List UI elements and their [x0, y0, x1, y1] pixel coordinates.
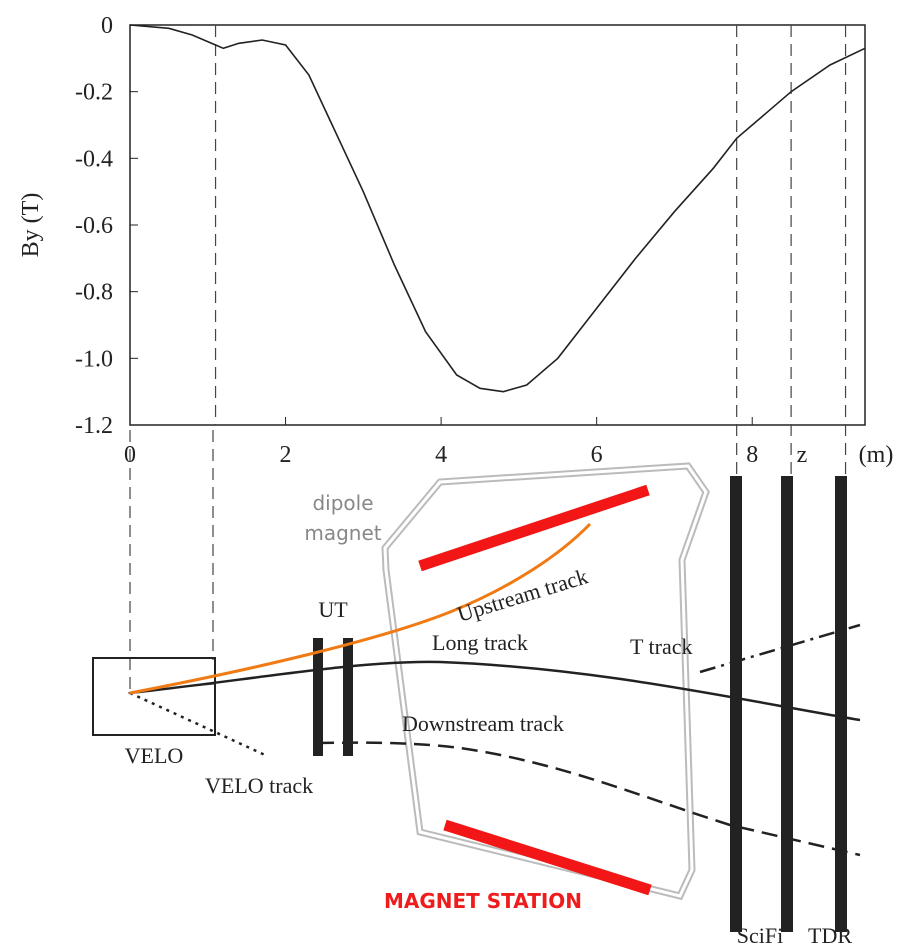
y-tick-label: -0.2 — [75, 80, 113, 106]
x-axis-unit: (m) — [859, 442, 894, 468]
diagram: dipole magnet UT Upstream track Long tra… — [92, 430, 861, 948]
field-curve — [129, 24, 866, 393]
ut-label: UT — [318, 597, 348, 622]
scifi-station — [835, 476, 847, 932]
t-track — [699, 623, 861, 674]
plot-frame — [129, 24, 866, 426]
magnet-coil — [443, 819, 652, 896]
upstream-track — [129, 522, 592, 695]
x-tick-label: 0 — [124, 442, 136, 468]
x-tick-label: 6 — [591, 442, 603, 468]
x-tick-label: 4 — [435, 442, 447, 468]
upstream-label: Upstream track — [454, 563, 590, 626]
magnet-outline-inner — [383, 464, 708, 898]
dipole-label: dipole — [312, 491, 373, 515]
velo-track — [129, 691, 266, 757]
long-label: Long track — [432, 630, 528, 655]
magnet-coil — [418, 484, 650, 572]
downstream-track — [317, 741, 861, 857]
magnet-outline — [381, 462, 710, 901]
y-tick-label: -1.2 — [75, 413, 113, 439]
y-tick-label: 0 — [101, 13, 113, 39]
velo-box — [92, 657, 216, 736]
magnet-label: magnet — [304, 521, 381, 545]
velo-track-label: VELO track — [205, 773, 313, 798]
y-tick-label: -1.0 — [75, 346, 113, 372]
x-tick-label: 8 — [746, 442, 758, 468]
magnet-station-label: MAGNET STATION — [384, 889, 582, 913]
y-axis-label: By (T) — [18, 193, 44, 258]
scifi-label: SciFi — [737, 923, 783, 948]
long-track — [129, 660, 861, 722]
t-track-label: T track — [630, 634, 693, 659]
y-tick-label: -0.6 — [75, 213, 113, 239]
x-tick-label: 2 — [280, 442, 292, 468]
x-axis-label: z — [797, 442, 808, 468]
ut-station — [313, 638, 323, 756]
downstream-label: Downstream track — [402, 711, 564, 736]
ut-station — [343, 638, 353, 756]
velo-label: VELO — [125, 743, 184, 768]
scifi-station — [730, 476, 742, 932]
y-tick-label: -0.4 — [75, 146, 113, 172]
y-tick-label: -0.8 — [75, 280, 113, 306]
scifi-station — [781, 476, 793, 932]
tdr-label: TDR — [808, 923, 852, 948]
